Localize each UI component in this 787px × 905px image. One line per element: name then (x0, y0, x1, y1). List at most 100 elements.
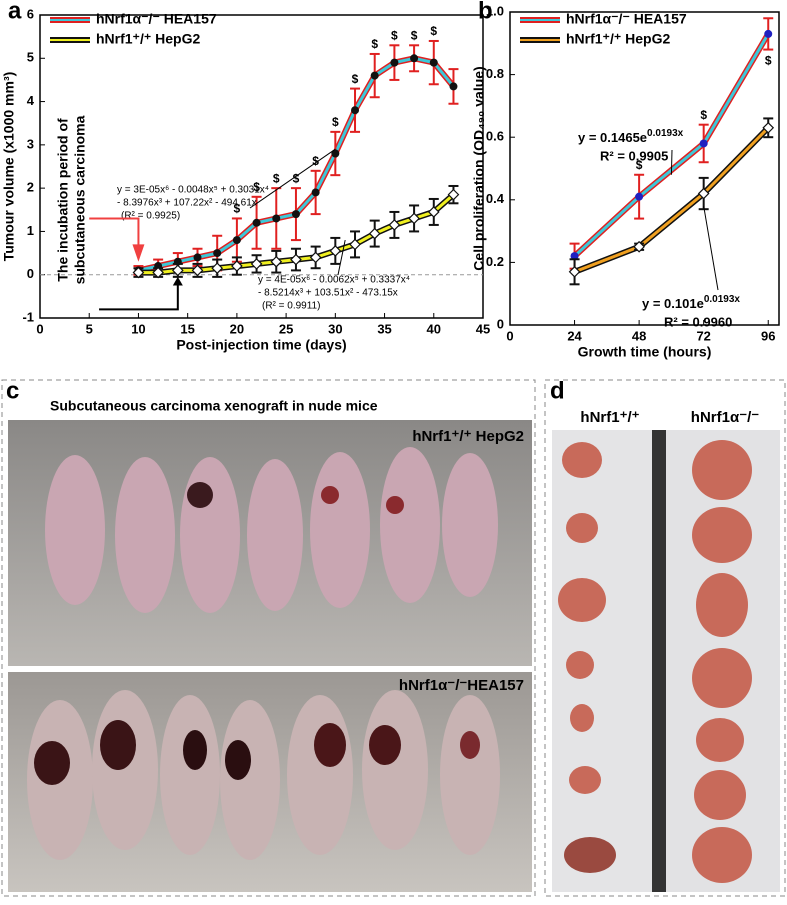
y-tick-label: 3 (27, 136, 34, 151)
annotation: - 8.3976x³ + 107.22x² - 494.61x (117, 198, 257, 209)
marker (429, 58, 438, 67)
marker (252, 218, 261, 227)
y-tick-label: 0 (27, 266, 34, 281)
annotation: The incubation period of (55, 118, 71, 282)
x-tick-label: 96 (761, 328, 775, 343)
marker (635, 192, 644, 201)
significance-label: $ (273, 171, 280, 185)
marker (568, 265, 581, 278)
marker (390, 58, 399, 67)
x-tick-label: 35 (377, 321, 391, 336)
y-tick-label: 1 (27, 223, 34, 238)
x-tick-label: 40 (427, 321, 441, 336)
marker (191, 264, 204, 277)
marker (211, 262, 224, 275)
equation: y = 0.101e (642, 296, 704, 311)
significance-label: $ (332, 115, 339, 129)
significance-label: $ (352, 72, 359, 86)
panel-d-border (544, 379, 786, 897)
legend-label: hNrf1α⁻/⁻ HEA157 (566, 11, 687, 27)
significance-label: $ (293, 171, 300, 185)
arrowhead (132, 244, 145, 262)
marker (408, 212, 420, 225)
callout (703, 205, 719, 291)
callout (670, 149, 673, 175)
exponent: 0.0193x (704, 294, 741, 305)
marker (388, 219, 401, 231)
ruler (652, 430, 666, 892)
x-tick-label: 30 (328, 321, 342, 336)
marker (762, 121, 775, 134)
y-tick-label: 0.2 (486, 254, 504, 269)
plot-frame (509, 11, 780, 326)
plot-frame (39, 14, 484, 319)
marker (570, 252, 579, 261)
tumors (558, 440, 752, 883)
fit-line (574, 126, 770, 274)
x-tick-label: 72 (696, 328, 710, 343)
y-tick-label: 1.0 (486, 3, 504, 18)
annotation: y = 4E-05x⁶ - 0.0062x⁵ + 0.3337x⁴ (258, 275, 410, 286)
marker (193, 253, 202, 262)
y-tick-label: 4 (27, 93, 35, 108)
y-axis-label: Cell proliferation (OD₄₉₀ value) (471, 66, 487, 270)
significance-label: $ (371, 37, 378, 51)
y-tick-label: 0.4 (486, 191, 505, 206)
annotation: (R² = 0.9911) (262, 301, 320, 312)
marker (291, 210, 300, 219)
x-tick-label: 20 (230, 321, 244, 336)
x-tick-label: 5 (86, 321, 93, 336)
annotation: - 8.5214x³ + 103.51x² - 473.15x (258, 288, 398, 299)
marker (272, 214, 281, 223)
y-tick-label: 0 (497, 316, 504, 331)
marker (270, 255, 283, 268)
panel-label: a (8, 0, 22, 24)
annotation: y = 3E-05x⁶ - 0.0048x⁵ + 0.3031x⁴ (117, 185, 269, 196)
y-tick-label: 2 (27, 180, 34, 195)
x-axis-label: Growth time (hours) (578, 344, 712, 360)
marker (697, 187, 710, 200)
annotation: y = 0.1465e0.0193x (578, 128, 684, 146)
y-axis-label: Tumour volume (x1000 mm³) (1, 72, 17, 262)
arrow (89, 217, 140, 247)
x-tick-label: 0 (36, 321, 43, 336)
marker (427, 206, 440, 218)
callout (337, 239, 346, 276)
annotation: R² = 0.9960 (664, 314, 732, 329)
panel-label: b (478, 0, 493, 24)
significance-label: $ (391, 28, 398, 42)
x-tick-label: 45 (476, 321, 490, 336)
marker (250, 258, 263, 270)
equation: y = 0.1465e (578, 130, 647, 145)
marker (232, 236, 241, 245)
marker (231, 260, 243, 272)
y-tick-label: 0.6 (486, 129, 504, 144)
significance-label: $ (765, 54, 772, 68)
marker (309, 251, 322, 264)
marker (699, 139, 708, 148)
marker (368, 227, 381, 240)
marker (764, 29, 773, 38)
marker (410, 54, 419, 63)
marker (132, 266, 145, 279)
x-tick-label: 25 (279, 321, 293, 336)
x-tick-label: 24 (567, 328, 582, 343)
arrowhead (172, 276, 183, 286)
y-tick-label: 6 (27, 6, 34, 21)
marker (213, 249, 222, 258)
annotation: R² = 0.9905 (600, 148, 668, 163)
significance-label: $ (234, 202, 241, 216)
marker (351, 106, 360, 115)
x-axis-label: Post-injection time (days) (176, 337, 346, 353)
marker (329, 245, 342, 257)
exponent: 0.0193x (647, 128, 684, 139)
significance-label: $ (411, 28, 418, 42)
annotation: y = 0.101e0.0193x (642, 294, 740, 312)
marker (331, 149, 340, 158)
x-tick-label: 48 (632, 328, 646, 343)
y-tick-label: -1 (22, 309, 34, 324)
mice-row-2 (27, 690, 500, 860)
marker (152, 266, 164, 279)
y-tick-label: 0.8 (486, 66, 504, 81)
